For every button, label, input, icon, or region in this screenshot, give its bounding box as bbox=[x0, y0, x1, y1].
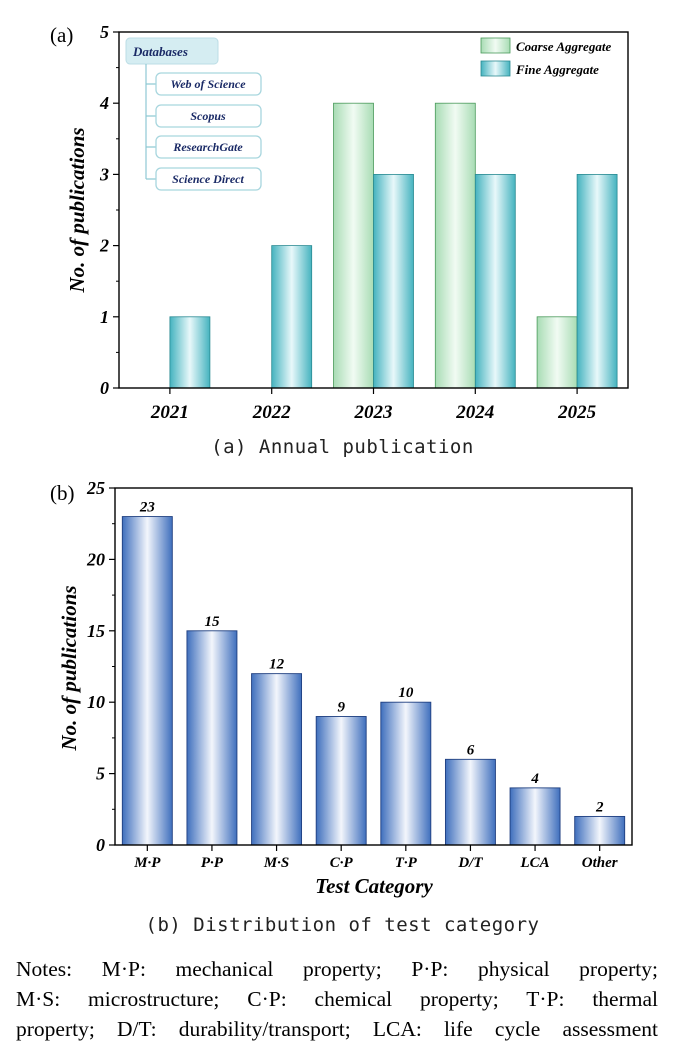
y-tick-label-a-0: 0 bbox=[100, 378, 109, 398]
database-item-3: Science Direct bbox=[172, 172, 244, 186]
data-label-Other: 2 bbox=[595, 799, 604, 815]
data-label-M·P: 23 bbox=[139, 500, 156, 516]
x-tick-label-C·P: C·P bbox=[330, 855, 354, 871]
x-tick-label-2025: 2025 bbox=[557, 402, 597, 423]
x-tick-label-2023: 2023 bbox=[354, 402, 393, 423]
bar-fine-2021 bbox=[169, 316, 211, 389]
x-tick-label-2024: 2024 bbox=[455, 402, 494, 423]
notes-line-1: Notes: M·P: mechanical property; P·P: ph… bbox=[16, 957, 658, 981]
bar-Other bbox=[574, 815, 626, 846]
x-tick-label-T·P: T·P bbox=[395, 855, 418, 871]
y-tick-label-a-5: 5 bbox=[100, 22, 109, 42]
y-tick-label-b-15: 15 bbox=[87, 621, 105, 641]
x-tick-label-D/T: D/T bbox=[457, 855, 483, 871]
bar-M·P bbox=[121, 516, 173, 846]
y-tick-label-a-2: 2 bbox=[99, 236, 109, 256]
y-tick-label-b-20: 20 bbox=[86, 549, 105, 569]
notes-line-3: property; D/T: durability/transport; LCA… bbox=[16, 1017, 658, 1041]
bar-coarse-2024 bbox=[434, 102, 476, 389]
notes: Notes: M·P: mechanical property; P·P: ph… bbox=[16, 954, 658, 1044]
y-axis-label-b: No. of publications bbox=[57, 585, 81, 751]
y-tick-label-b-5: 5 bbox=[96, 764, 105, 784]
chart-annual-publication: (a) 2021 2022 2023 2024 2025 0 1 2 3 4 5 No. of pu… bbox=[50, 22, 629, 423]
x-tick-label-2021: 2021 bbox=[150, 402, 189, 423]
x-tick-label-M·P: M·P bbox=[133, 855, 161, 871]
data-label-M·S: 12 bbox=[269, 657, 285, 673]
bar-coarse-2025 bbox=[536, 316, 578, 389]
y-tick-label-b-25: 25 bbox=[86, 478, 105, 498]
x-tick-label-2022: 2022 bbox=[252, 402, 292, 423]
y-tick-label-b-10: 10 bbox=[87, 692, 105, 712]
database-box-2 bbox=[155, 135, 262, 159]
data-label-P·P: 15 bbox=[204, 614, 220, 630]
legend-swatch-coarse bbox=[480, 37, 511, 54]
database-item-1: Scopus bbox=[190, 109, 226, 123]
y-tick-label-a-1: 1 bbox=[100, 307, 109, 327]
y-tick-label-a-4: 4 bbox=[99, 93, 109, 113]
legend-label-fine: Fine Aggregate bbox=[515, 62, 599, 77]
panel-label-b: (b) bbox=[50, 481, 75, 505]
bar-fine-2023 bbox=[373, 173, 414, 389]
database-item-0: Web of Science bbox=[170, 77, 246, 91]
y-axis-label-a: No. of publications bbox=[65, 127, 89, 293]
bar-LCA bbox=[509, 787, 561, 846]
plot-frame-a bbox=[118, 31, 629, 389]
legend-label-coarse: Coarse Aggregate bbox=[516, 39, 611, 54]
x-tick-label-Other: Other bbox=[582, 855, 618, 871]
x-tick-label-P·P: P·P bbox=[201, 855, 224, 871]
databases-title: Databases bbox=[132, 44, 188, 59]
bar-fine-2022 bbox=[271, 245, 313, 389]
database-box-3 bbox=[155, 167, 262, 191]
database-box-1 bbox=[155, 104, 262, 128]
legend-a: Coarse Aggregate Fine Aggregate bbox=[480, 37, 611, 77]
database-item-2: ResearchGate bbox=[172, 140, 243, 154]
legend-swatch-fine bbox=[480, 60, 511, 77]
y-tick-label-a-3: 3 bbox=[99, 164, 109, 184]
plot-frame-b bbox=[114, 487, 633, 846]
databases-tree-lines bbox=[145, 64, 156, 180]
data-label-T·P: 10 bbox=[398, 685, 414, 701]
data-label-C·P: 9 bbox=[337, 699, 345, 715]
y-tick-label-b-0: 0 bbox=[96, 835, 105, 855]
bar-fine-2024 bbox=[474, 173, 516, 389]
bar-D/T bbox=[444, 758, 496, 846]
x-axis-label-b: Test Category bbox=[315, 874, 433, 898]
bar-P·P bbox=[186, 630, 238, 846]
database-box-0 bbox=[155, 72, 262, 96]
x-tick-label-LCA: LCA bbox=[519, 855, 549, 871]
panel-label-a: (a) bbox=[50, 23, 73, 47]
bar-M·S bbox=[251, 673, 303, 846]
caption-test-category: (b) Distribution of test category bbox=[145, 914, 540, 936]
x-tick-label-M·S: M·S bbox=[263, 855, 289, 871]
caption-annual-publication: (a) Annual publication bbox=[211, 436, 474, 458]
chart-test-category: (b) 23 M·P 15 P·P 12 M·S 9 C·P 10 T·P 6 D/T 4 LCA 2 Oth… bbox=[50, 478, 633, 898]
bar-fine-2025 bbox=[576, 173, 618, 389]
data-label-D/T: 6 bbox=[467, 742, 475, 758]
data-label-LCA: 4 bbox=[530, 771, 539, 787]
bar-C·P bbox=[315, 716, 367, 846]
notes-line-2: M·S: microstructure; C·P: chemical prope… bbox=[16, 987, 658, 1011]
databases-panel: Databases Web of Science Scopus ResearchGa… bbox=[125, 37, 262, 191]
bar-coarse-2023 bbox=[333, 102, 374, 389]
databases-title-box bbox=[125, 37, 219, 65]
bar-T·P bbox=[380, 701, 432, 846]
